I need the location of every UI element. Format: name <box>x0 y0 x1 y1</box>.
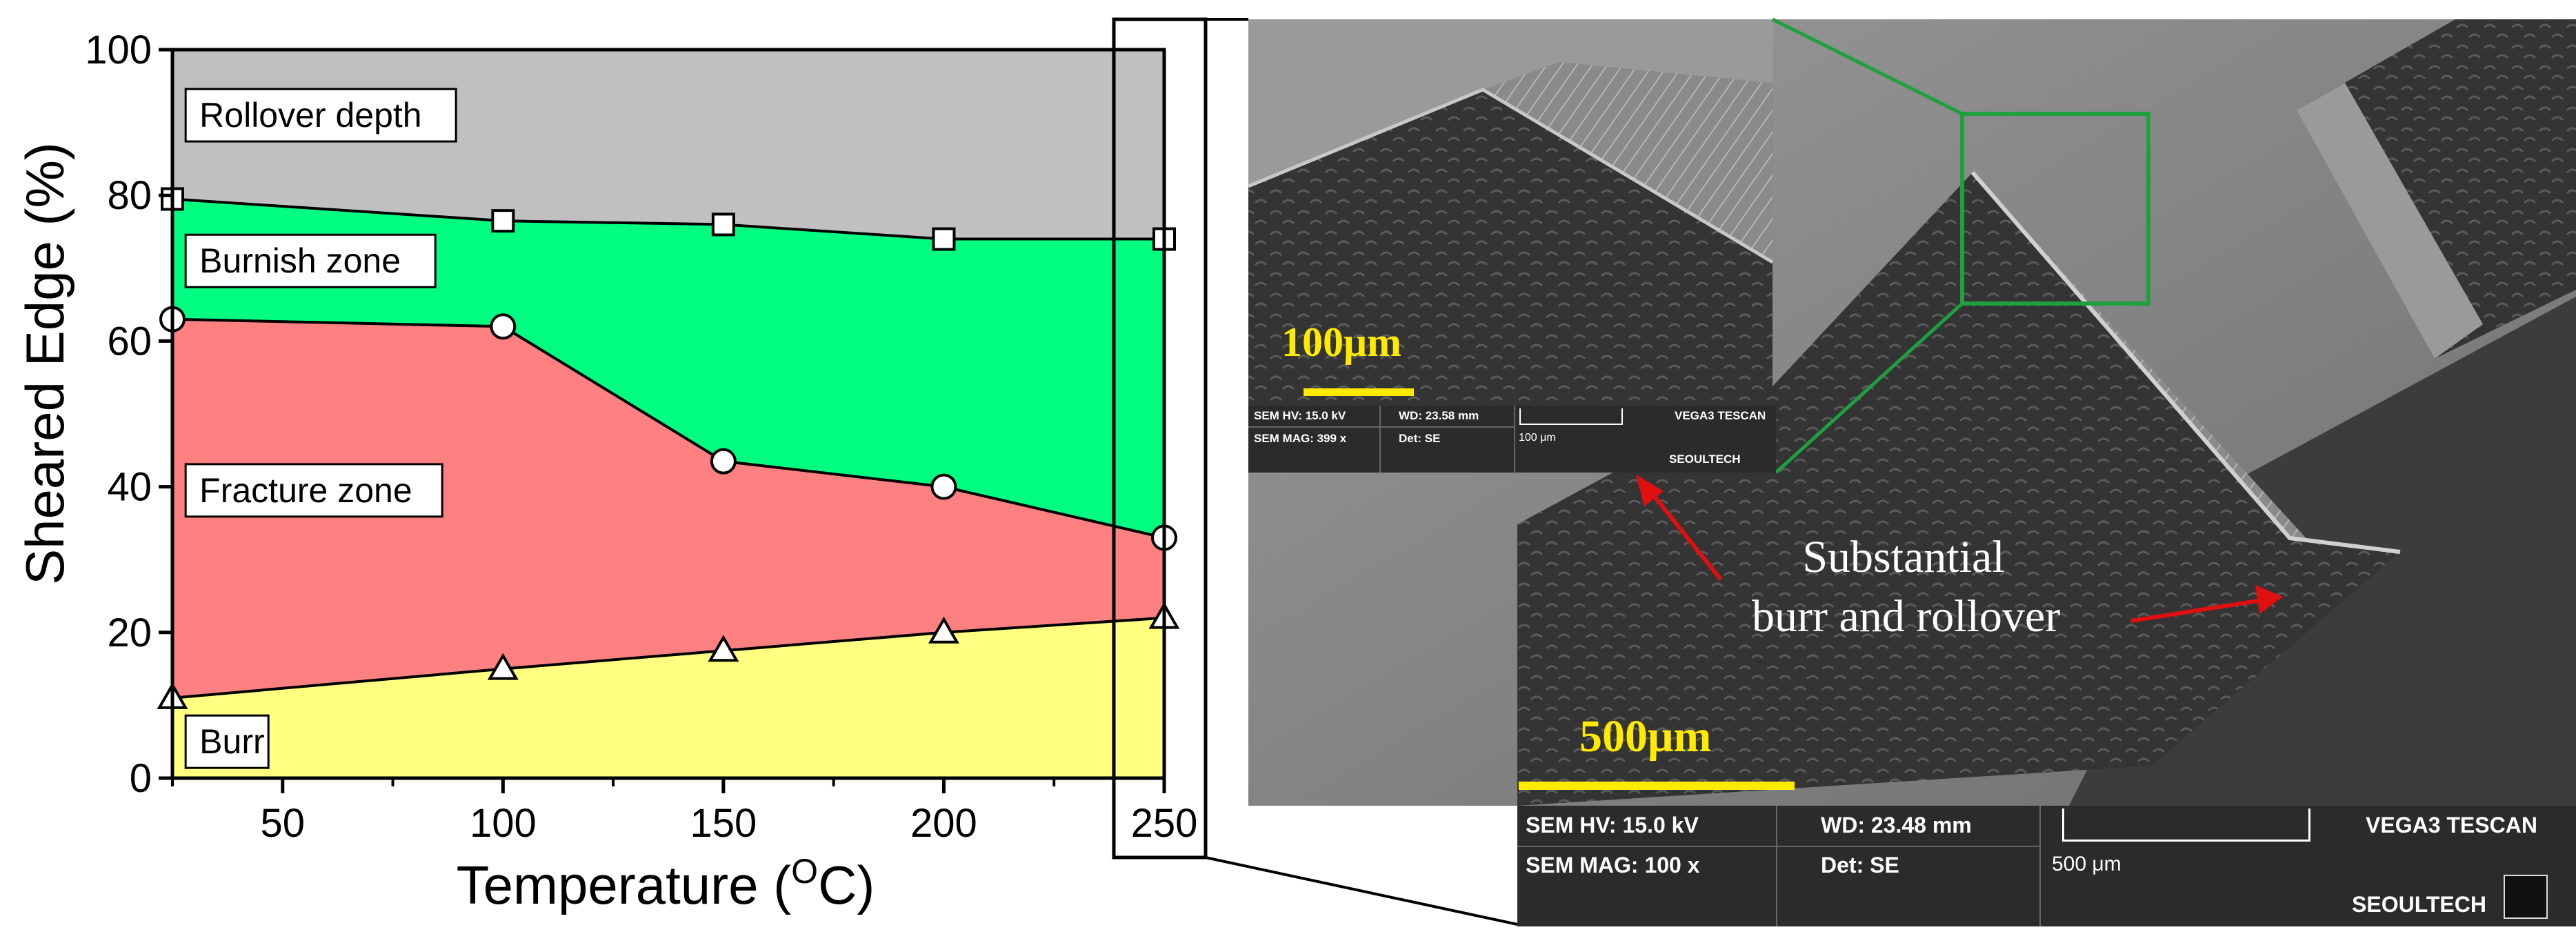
y-tick-label: 80 <box>107 173 152 218</box>
svg-text:Burr: Burr <box>199 722 264 761</box>
zone-label-rollover-depth: Rollover depth <box>184 88 457 143</box>
marker-triangle <box>928 616 959 644</box>
inset-zoom-box <box>1960 112 2150 306</box>
x-tick-label: 250 <box>1131 801 1198 846</box>
inset-connector-bottom <box>1775 302 1964 474</box>
sem-inset-hv: SEM HV: 15.0 kV <box>1254 409 1346 422</box>
sem-inset-scale-bar <box>1304 388 1414 396</box>
sem-inset-info-bar: SEM HV: 15.0 kV WD: 23.58 mm VEGA3 TESCA… <box>1248 406 1776 473</box>
area-burr <box>172 617 1164 778</box>
x-axis-title-sup: O <box>791 852 818 891</box>
y-tick-label: 40 <box>107 465 152 510</box>
zone-label-fracture-zone: Fracture zone <box>184 463 443 518</box>
x-axis-title: Temperature (OC) <box>457 852 875 915</box>
zone-labels: Rollover depth Burnish zone Fracture zone B… <box>184 88 457 769</box>
y-axis-title: Sheared Edge (%) <box>14 142 75 585</box>
sem-inset-brand: VEGA3 TESCAN <box>1675 409 1766 422</box>
area-layer <box>172 50 1164 779</box>
marker-square <box>711 212 735 237</box>
x-axis-title-main: Temperature ( <box>457 855 792 915</box>
sem-inset-scale-text: 100 μm <box>1519 432 1556 444</box>
burr-annotation: Substantial burr and rollover <box>1752 528 2061 646</box>
sem-inset-scale-ruler <box>1519 408 1623 425</box>
burr-annotation-line2: burr and rollover <box>1752 591 2061 642</box>
x-axis-title-unit: C) <box>818 855 875 915</box>
sem-inset-scale-label: 100μm <box>1281 319 1401 365</box>
sem-inset-det: Det: SE <box>1399 432 1441 445</box>
sem-main-scale-bar <box>1519 782 1795 790</box>
plot-frame <box>170 48 1166 780</box>
sem-inset-mag: SEM MAG: 399 x <box>1254 432 1347 445</box>
sem-main-hv: SEM HV: 15.0 kV <box>1526 813 1699 837</box>
y-tick-label: 100 <box>85 28 152 72</box>
marker-circle <box>490 313 517 340</box>
x-tick-label: 50 <box>261 801 306 846</box>
sem-inset-org: SEOULTECH <box>1669 453 1741 466</box>
marker-square <box>932 227 956 251</box>
sem-main-logo <box>2504 875 2548 919</box>
sem-main-org: SEOULTECH <box>2352 892 2486 917</box>
sem-inset-wd: WD: 23.58 mm <box>1399 409 1479 422</box>
axis-ticks: 0 20 40 60 80 100 50 100 150 200 250 <box>85 28 1197 846</box>
y-tick-label: 0 <box>130 756 152 801</box>
marker-triangle <box>708 635 739 662</box>
zone-label-burnish-zone: Burnish zone <box>184 233 437 288</box>
y-tick-label: 20 <box>107 611 152 655</box>
red-arrows <box>1636 475 2283 623</box>
marker-circle <box>710 448 737 475</box>
sem-main-brand: VEGA3 TESCAN <box>2366 813 2537 837</box>
svg-text:Burnish zone: Burnish zone <box>199 241 401 280</box>
x-tick-label: 150 <box>690 801 757 846</box>
sem-inset-image <box>1248 19 1774 406</box>
x-tick-label: 100 <box>470 801 537 846</box>
svg-text:Fracture zone: Fracture zone <box>199 471 412 510</box>
zoom-box-250 <box>1112 17 1208 860</box>
sem-main-scale-label: 500μm <box>1579 711 1712 762</box>
sem-main-info-bar: SEM HV: 15.0 kV WD: 23.48 mm VEGA3 TESCA… <box>1517 806 2576 926</box>
y-tick-label: 60 <box>107 319 152 364</box>
marker-square <box>491 209 515 233</box>
sem-main-wd: WD: 23.48 mm <box>1821 813 1972 837</box>
sem-main-det: Det: SE <box>1821 853 1899 877</box>
marker-circle <box>930 473 957 500</box>
zone-label-burr: Burr <box>184 714 270 769</box>
inset-connector-top <box>1771 17 1964 116</box>
x-tick-label: 200 <box>910 801 977 846</box>
burr-annotation-line1: Substantial <box>1802 532 2005 582</box>
zoom-connector-bottom <box>1205 856 1518 926</box>
sem-main-scale-ruler <box>2062 808 2310 842</box>
svg-text:Rollover depth: Rollover depth <box>199 96 421 135</box>
marker-triangle <box>487 653 519 680</box>
sem-main-scale-text: 500 μm <box>2052 853 2121 875</box>
sem-main-mag: SEM MAG: 100 x <box>1526 853 1700 877</box>
